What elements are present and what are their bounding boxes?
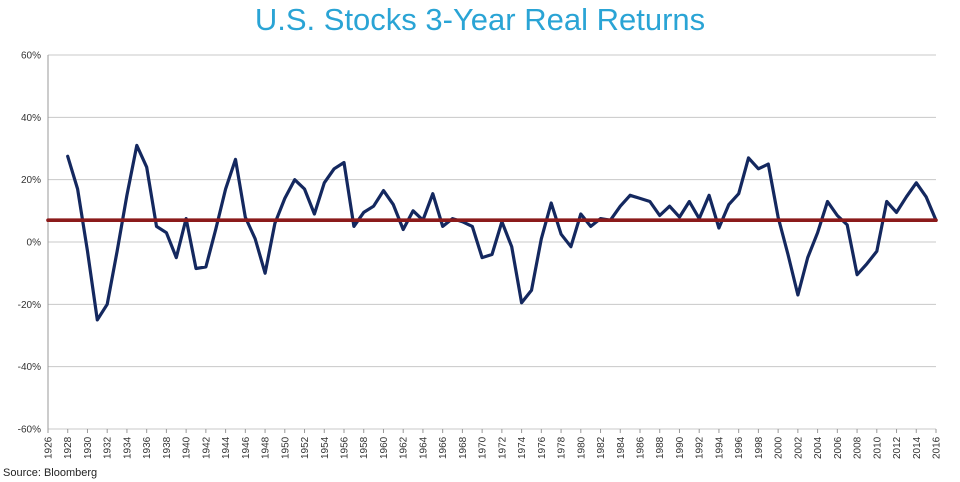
x-tick-label: 1968	[458, 436, 469, 459]
y-tick-label: 20%	[21, 175, 41, 186]
x-tick-label: 1928	[63, 436, 74, 459]
source-note: Source: Bloomberg	[3, 467, 98, 479]
x-tick-label: 2006	[833, 436, 844, 459]
x-tick-label: 1972	[497, 436, 508, 459]
x-tick-label: 2004	[813, 436, 824, 459]
x-tick-label: 1976	[537, 436, 548, 459]
x-tick-label: 1936	[142, 436, 153, 459]
x-tick-label: 1946	[241, 436, 252, 459]
y-tick-label: 0%	[27, 238, 42, 249]
x-tick-label: 1958	[359, 436, 370, 459]
x-tick-label: 2014	[912, 436, 923, 459]
x-tick-label: 1930	[83, 436, 94, 459]
x-tick-label: 1974	[517, 436, 528, 459]
x-tick-label: 1966	[438, 436, 449, 459]
x-tick-label: 1990	[675, 436, 686, 459]
x-tick-label: 2000	[774, 436, 785, 459]
y-tick-label: 40%	[21, 113, 41, 124]
y-tick-label: -20%	[18, 300, 41, 311]
series-layer	[46, 143, 938, 322]
x-tick-label: 1980	[576, 436, 587, 459]
x-tick-label: 1992	[695, 436, 706, 459]
x-tick-label: 1996	[734, 436, 745, 459]
x-tick-label: 1952	[300, 436, 311, 459]
x-tick-label: 1954	[320, 436, 331, 459]
y-tick-label: 60%	[21, 51, 41, 62]
x-tick-label: 1940	[182, 436, 193, 459]
gridlines	[47, 54, 936, 430]
x-tick-label: 1932	[103, 436, 114, 459]
x-tick-label: 2008	[853, 436, 864, 459]
x-tick-label: 2002	[793, 436, 804, 459]
y-tick-label: -40%	[18, 362, 41, 373]
series-line-real-returns	[66, 143, 938, 322]
x-tick-label: 1988	[655, 436, 666, 459]
x-tick-label: 2016	[932, 436, 943, 459]
x-tick-label: 1984	[616, 436, 627, 459]
chart-title: U.S. Stocks 3-Year Real Returns	[254, 2, 706, 37]
x-tick-label: 1994	[714, 436, 725, 459]
x-tick-label: 1956	[340, 436, 351, 459]
x-tick-label: 1934	[122, 436, 133, 459]
x-tick-label: 1964	[418, 436, 429, 459]
y-tick-label: -60%	[18, 425, 41, 436]
x-tick-label: 1926	[44, 436, 55, 459]
x-tick-label: 1942	[201, 436, 212, 459]
x-axis-tick-labels: 1926 1928 1930 1932 1934 1936 1938 1940 1942 1944…	[44, 429, 943, 459]
x-tick-label: 1960	[379, 436, 390, 459]
x-tick-label: 1948	[261, 436, 272, 459]
x-tick-label: 2010	[872, 436, 883, 459]
x-tick-label: 1950	[280, 436, 291, 459]
x-tick-label: 1938	[162, 436, 173, 459]
x-tick-label: 1986	[636, 436, 647, 459]
x-tick-label: 1970	[478, 436, 489, 459]
y-axis-tick-labels: -60% -40% -20% 0% 20% 40% 60%	[18, 51, 41, 436]
x-tick-label: 1982	[596, 436, 607, 459]
x-tick-label: 2012	[892, 436, 903, 459]
x-tick-label: 1998	[754, 436, 765, 459]
x-tick-label: 1944	[221, 436, 232, 459]
x-tick-label: 1978	[557, 436, 568, 459]
x-tick-label: 1962	[399, 436, 410, 459]
